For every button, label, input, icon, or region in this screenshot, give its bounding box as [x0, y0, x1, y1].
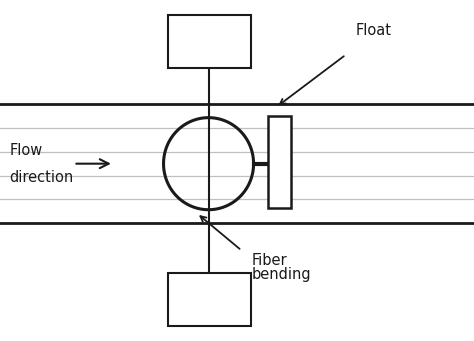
Text: Fiber: Fiber [251, 253, 287, 268]
Bar [168, 15, 251, 68]
Text: Float: Float [356, 23, 392, 38]
Bar [168, 273, 251, 326]
Text: direction: direction [9, 170, 74, 185]
Text: source: source [185, 300, 234, 315]
Bar [268, 116, 291, 208]
Text: Light: Light [191, 283, 228, 298]
Text: Detector: Detector [178, 34, 242, 49]
Text: Flow: Flow [9, 143, 43, 158]
Text: bending: bending [251, 267, 311, 282]
